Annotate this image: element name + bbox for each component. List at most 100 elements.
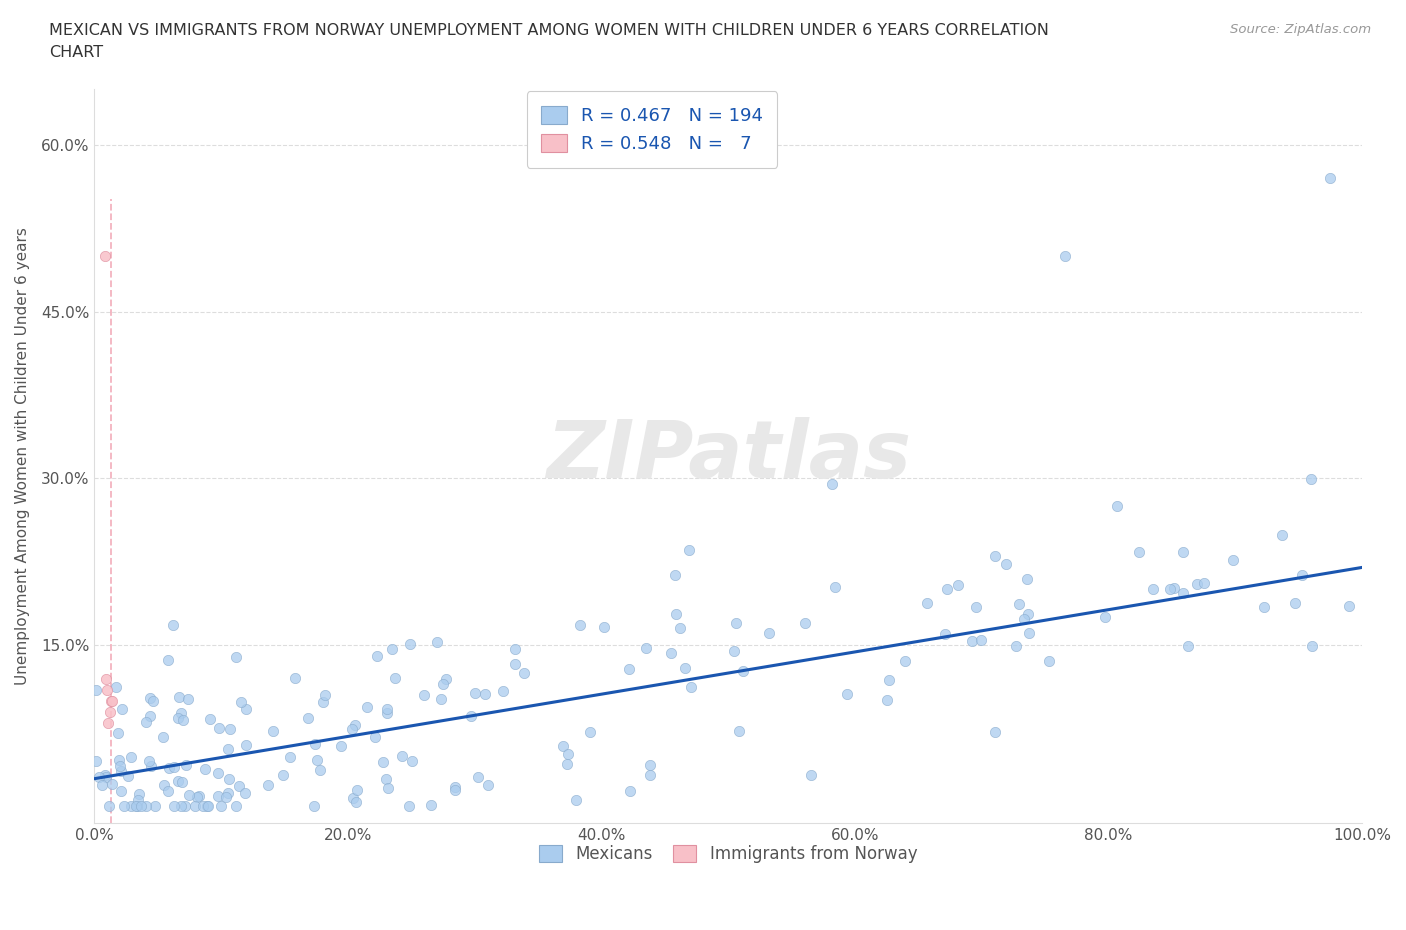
Point bbox=[308, 763, 330, 777]
Point bbox=[278, 750, 301, 764]
Point bbox=[946, 578, 969, 592]
Point bbox=[120, 750, 142, 764]
Point bbox=[568, 618, 591, 632]
Point bbox=[503, 642, 526, 657]
Point bbox=[375, 771, 398, 786]
Point bbox=[163, 799, 186, 814]
Point bbox=[1094, 610, 1116, 625]
Point bbox=[342, 722, 364, 737]
Point bbox=[638, 757, 661, 772]
Point bbox=[162, 618, 184, 632]
Point bbox=[187, 789, 209, 804]
Point bbox=[1222, 552, 1244, 567]
Point bbox=[398, 799, 420, 814]
Point bbox=[177, 691, 200, 706]
Point bbox=[984, 724, 1007, 739]
Point bbox=[1038, 653, 1060, 668]
Point bbox=[108, 759, 131, 774]
Point bbox=[477, 777, 499, 792]
Point bbox=[235, 737, 257, 752]
Point bbox=[98, 705, 121, 720]
Text: CHART: CHART bbox=[49, 45, 103, 60]
Point bbox=[93, 768, 115, 783]
Point bbox=[262, 724, 284, 738]
Point bbox=[669, 620, 692, 635]
Point bbox=[96, 683, 118, 698]
Point bbox=[163, 760, 186, 775]
Point bbox=[371, 755, 394, 770]
Point bbox=[101, 777, 124, 791]
Point bbox=[87, 770, 110, 785]
Point bbox=[110, 783, 132, 798]
Point bbox=[413, 687, 436, 702]
Point bbox=[94, 671, 117, 686]
Point bbox=[170, 774, 193, 789]
Point bbox=[936, 582, 959, 597]
Point bbox=[824, 579, 846, 594]
Point bbox=[723, 644, 745, 658]
Point bbox=[665, 606, 688, 621]
Point bbox=[673, 660, 696, 675]
Point bbox=[619, 784, 641, 799]
Point bbox=[879, 672, 901, 687]
Point bbox=[794, 616, 817, 631]
Point bbox=[377, 781, 399, 796]
Point bbox=[994, 557, 1017, 572]
Point bbox=[356, 699, 378, 714]
Point bbox=[207, 789, 229, 804]
Point bbox=[401, 754, 423, 769]
Point bbox=[90, 777, 112, 792]
Point bbox=[344, 794, 367, 809]
Point bbox=[934, 627, 956, 642]
Point bbox=[965, 600, 987, 615]
Point bbox=[215, 790, 238, 804]
Point bbox=[659, 646, 682, 661]
Point bbox=[94, 769, 117, 784]
Point bbox=[835, 687, 858, 702]
Point bbox=[638, 767, 661, 782]
Point bbox=[391, 749, 413, 764]
Point bbox=[172, 712, 194, 727]
Point bbox=[156, 653, 179, 668]
Point bbox=[1142, 581, 1164, 596]
Point bbox=[664, 567, 686, 582]
Point bbox=[1015, 571, 1038, 586]
Point bbox=[474, 686, 496, 701]
Point bbox=[100, 694, 122, 709]
Point bbox=[84, 683, 107, 698]
Point bbox=[157, 783, 180, 798]
Point bbox=[1194, 576, 1216, 591]
Point bbox=[86, 754, 108, 769]
Point bbox=[128, 787, 150, 802]
Point bbox=[304, 737, 326, 751]
Point bbox=[678, 543, 700, 558]
Point bbox=[284, 671, 307, 685]
Point bbox=[1012, 611, 1035, 626]
Point bbox=[235, 701, 257, 716]
Point bbox=[218, 772, 240, 787]
Point bbox=[344, 717, 367, 732]
Point bbox=[134, 714, 156, 729]
Point bbox=[728, 724, 751, 738]
Point bbox=[97, 715, 120, 730]
Point bbox=[1284, 595, 1306, 610]
Point bbox=[93, 248, 115, 263]
Point bbox=[186, 790, 208, 804]
Point bbox=[876, 692, 898, 707]
Point bbox=[1253, 600, 1275, 615]
Text: ZIPatlas: ZIPatlas bbox=[546, 418, 911, 496]
Point bbox=[1128, 545, 1150, 560]
Point bbox=[170, 799, 193, 814]
Point bbox=[593, 619, 616, 634]
Point bbox=[271, 768, 294, 783]
Point bbox=[108, 752, 131, 767]
Point bbox=[915, 595, 938, 610]
Point bbox=[1008, 597, 1031, 612]
Point bbox=[579, 724, 602, 739]
Point bbox=[305, 752, 328, 767]
Point bbox=[195, 799, 218, 814]
Point bbox=[139, 709, 162, 724]
Point bbox=[194, 762, 217, 777]
Point bbox=[138, 753, 160, 768]
Point bbox=[141, 693, 163, 708]
